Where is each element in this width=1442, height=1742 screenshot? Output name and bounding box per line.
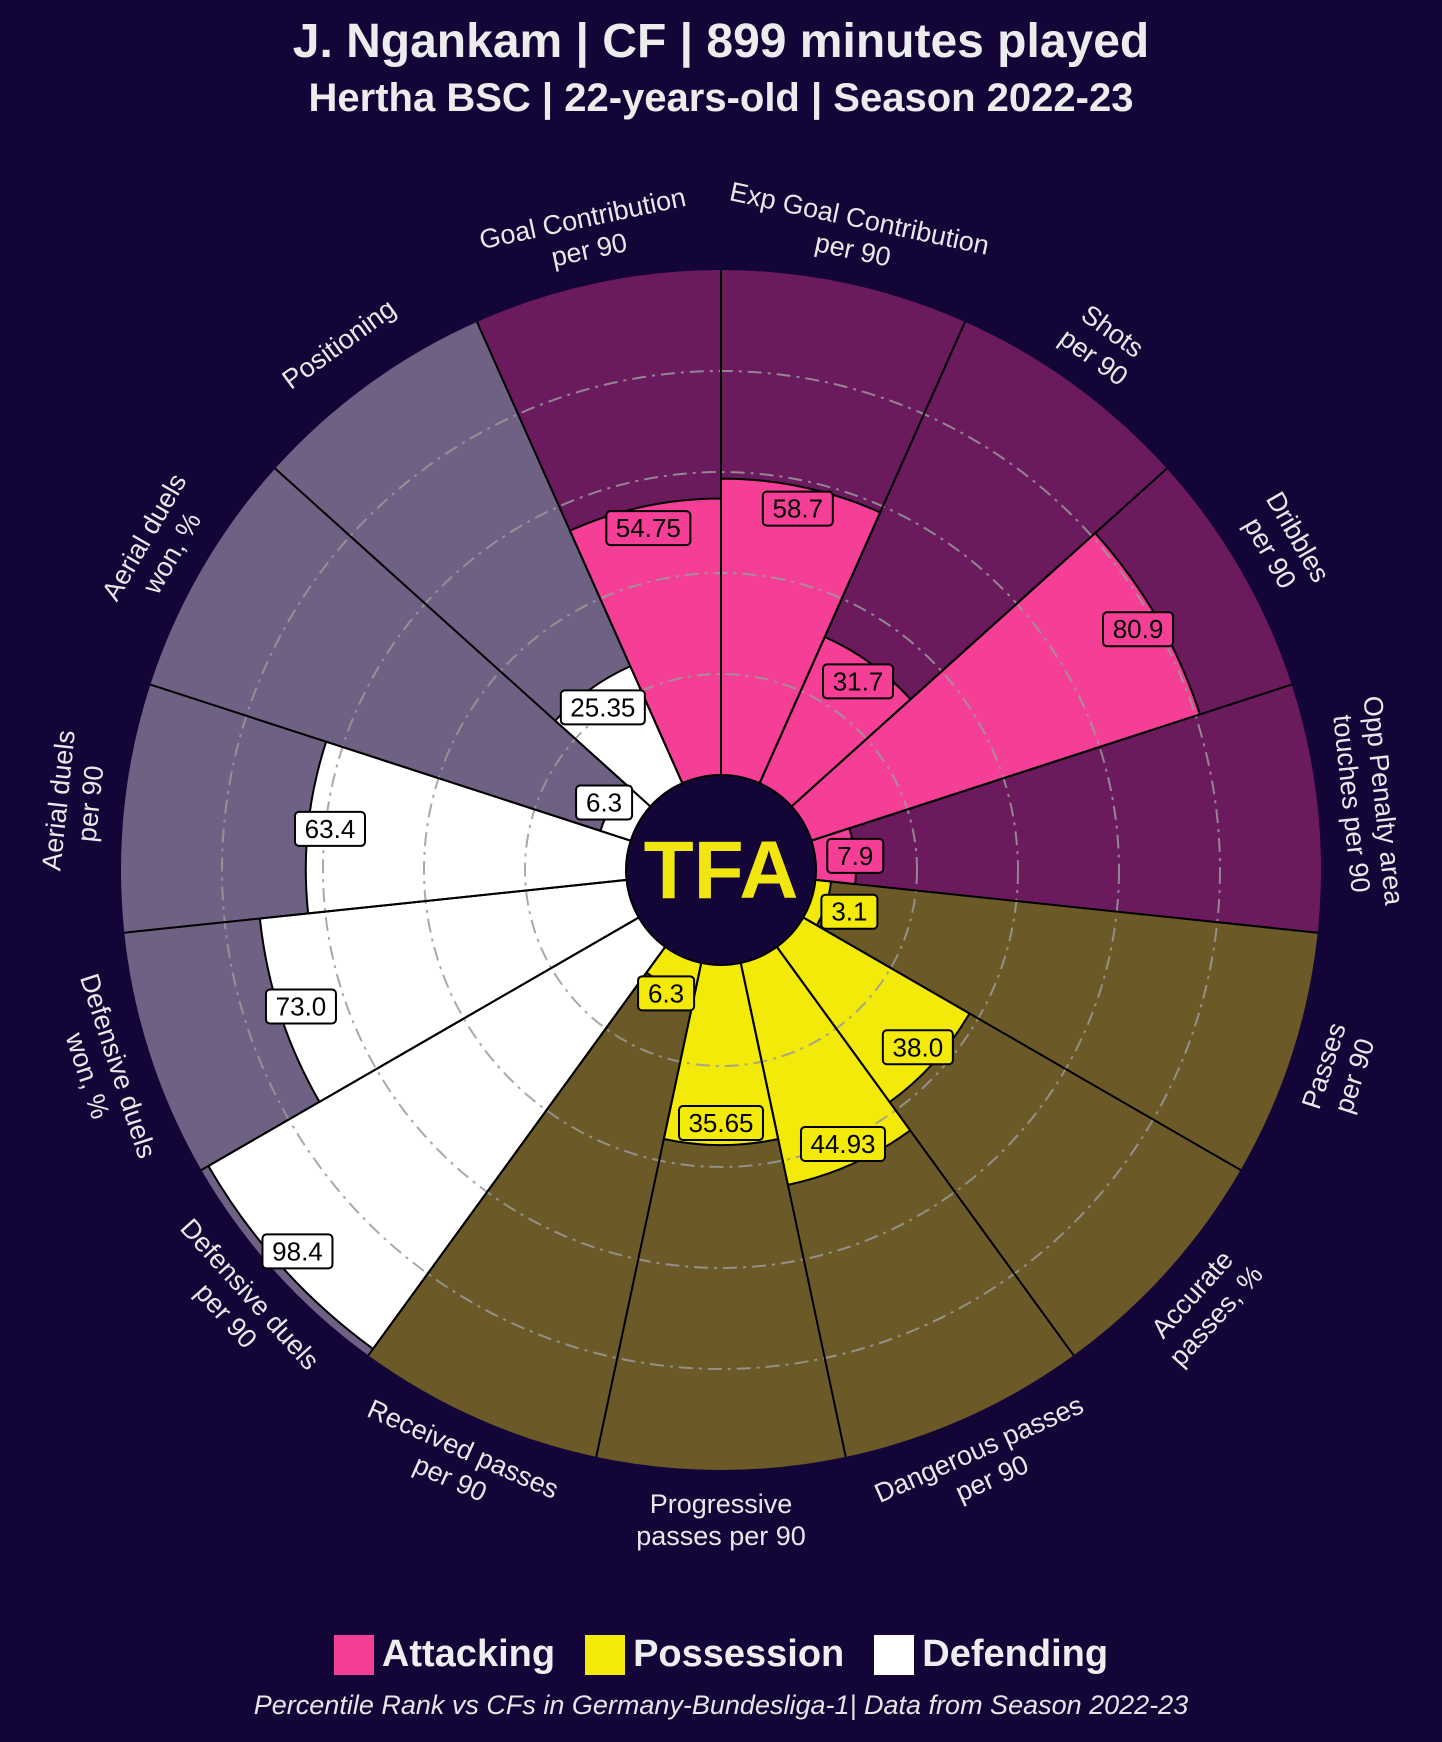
pizza-chart: 54.75 58.7 31.7 80.9 7.9 3.1 38.0 44.93 35.65 6.3… (36, 176, 1409, 1551)
value-label-dangerous-passes-per-90: 44.93 (799, 1125, 886, 1162)
value-label-text: 25.35 (570, 692, 635, 722)
legend-label-attacking: Attacking (381, 1633, 556, 1675)
value-label-received-passes-per-90: 6.3 (637, 975, 696, 1012)
slice-edge (815, 878, 1318, 934)
slice-bg-passes-per-90 (803, 879, 1318, 1170)
legend-swatch-possession (585, 1634, 626, 1675)
value-label-goal-contribution-per-90: 54.75 (605, 510, 692, 547)
value-label-opp-penalty-area-touches-per-90: 7.9 (826, 837, 885, 874)
value-label-defensive-duels-per-90: 98.4 (261, 1233, 334, 1270)
slice-edge (811, 683, 1292, 842)
value-label-box (822, 663, 895, 700)
tfa-logo: TFA (644, 825, 799, 916)
slice-bg-positioning (275, 321, 683, 807)
slice-edges (124, 270, 1318, 1458)
value-label-shots-per-90: 31.7 (822, 663, 895, 700)
value-label-box (799, 1125, 886, 1162)
value-label-box (605, 510, 692, 547)
value-label-text: 63.4 (305, 814, 356, 844)
slice-edge (758, 321, 966, 784)
value-label-text: 54.75 (616, 513, 681, 543)
value-label-positioning: 25.35 (559, 689, 646, 726)
slice-edge (776, 946, 1075, 1356)
value-label-box (261, 1233, 334, 1270)
slice-edge (124, 878, 627, 934)
value-label-box (559, 689, 646, 726)
slice-bar-exp-goal-contribution-per-90 (720, 477, 882, 785)
value-label-box (575, 784, 634, 821)
value-label-text: 7.9 (837, 841, 873, 871)
value-label-text: 3.1 (831, 897, 867, 927)
value-label-text: 80.9 (1113, 614, 1164, 644)
value-label-passes-per-90: 3.1 (820, 893, 879, 930)
value-label-text: 6.3 (586, 788, 622, 818)
value-label-text: 98.4 (272, 1236, 323, 1266)
value-label-text: 35.65 (688, 1108, 753, 1138)
legend-swatch-defending (874, 1634, 915, 1675)
value-label-text: 44.93 (810, 1129, 875, 1159)
chart-subtitle: Hertha BSC | 22-years-old | Season 2022-… (308, 76, 1134, 120)
category-label-line: passes per 90 (636, 1521, 806, 1551)
value-label-progressive-passes-per-90: 35.65 (678, 1105, 764, 1142)
category-label-line: Progressive (650, 1489, 793, 1519)
footer-note: Percentile Rank vs CFs in Germany-Bundes… (253, 1690, 1189, 1720)
legend-item-possession: Possession (585, 1633, 844, 1676)
value-label-dribbles-per-90: 80.9 (1102, 611, 1175, 648)
slice-edge (595, 962, 703, 1458)
value-label-box (637, 975, 696, 1012)
category-label-line: Aerial duels (36, 729, 81, 872)
slice-edge (367, 946, 666, 1356)
slice-edge (790, 467, 1168, 808)
gridline-60 (322, 471, 1120, 1269)
category-label-line: per 90 (72, 764, 110, 843)
value-label-box (761, 490, 834, 527)
value-label-box (678, 1105, 764, 1142)
center-circle (628, 777, 814, 963)
legend-swatch-attacking (333, 1634, 374, 1675)
value-label-box (826, 837, 885, 874)
value-label-text: 6.3 (648, 978, 684, 1008)
legend-item-attacking: Attacking (333, 1633, 556, 1676)
value-label-text: 73.0 (276, 991, 327, 1021)
slice-bar-dribbles-per-90 (790, 531, 1202, 842)
value-label-accurate-passes: 38.0 (881, 1029, 954, 1066)
slice-edge (802, 916, 1242, 1171)
slice-bar-aerial-duels-per-90 (304, 740, 632, 915)
slice-bg-aerial-duels-won (150, 468, 651, 841)
gridline-20 (524, 673, 918, 1067)
value-label-aerial-duels-won: 6.3 (575, 784, 634, 821)
value-label-defensive-duels-won: 73.0 (264, 988, 337, 1025)
value-label-box (1102, 611, 1175, 648)
value-label-box (820, 893, 879, 930)
value-label-aerial-duels-per-90: 63.4 (293, 810, 366, 847)
legend-item-defending: Defending (874, 1633, 1108, 1676)
slice-bg-progressive-passes-per-90 (596, 962, 846, 1470)
slice-bg-opp-penalty-area-touches-per-90 (811, 684, 1321, 933)
legend-label-possession: Possession (633, 1633, 845, 1675)
value-label-text: 58.7 (773, 494, 824, 524)
slice-bg-received-passes-per-90 (368, 946, 702, 1457)
value-label-exp-goal-contribution-per-90: 58.7 (761, 490, 834, 527)
value-label-box (881, 1029, 954, 1066)
value-label-box (264, 988, 337, 1025)
chart-title: J. Ngankam | CF | 899 minutes played (292, 15, 1150, 68)
value-label-text: 31.7 (833, 666, 884, 696)
value-label-box (293, 810, 366, 847)
legend-label-defending: Defending (922, 1633, 1109, 1675)
slice-edge (200, 916, 640, 1171)
value-label-text: 38.0 (893, 1032, 944, 1062)
slice-edge (476, 321, 684, 784)
value-labels: 54.75 58.7 31.7 80.9 7.9 3.1 38.0 44.93 35.65 6.3… (261, 490, 1175, 1270)
legend: Attacking Possession Defending (0, 1633, 1442, 1676)
slice-edge (274, 467, 652, 808)
slice-edge (739, 962, 847, 1458)
slice-bar-defensive-duels-won (258, 878, 641, 1104)
slice-edge (150, 683, 631, 842)
